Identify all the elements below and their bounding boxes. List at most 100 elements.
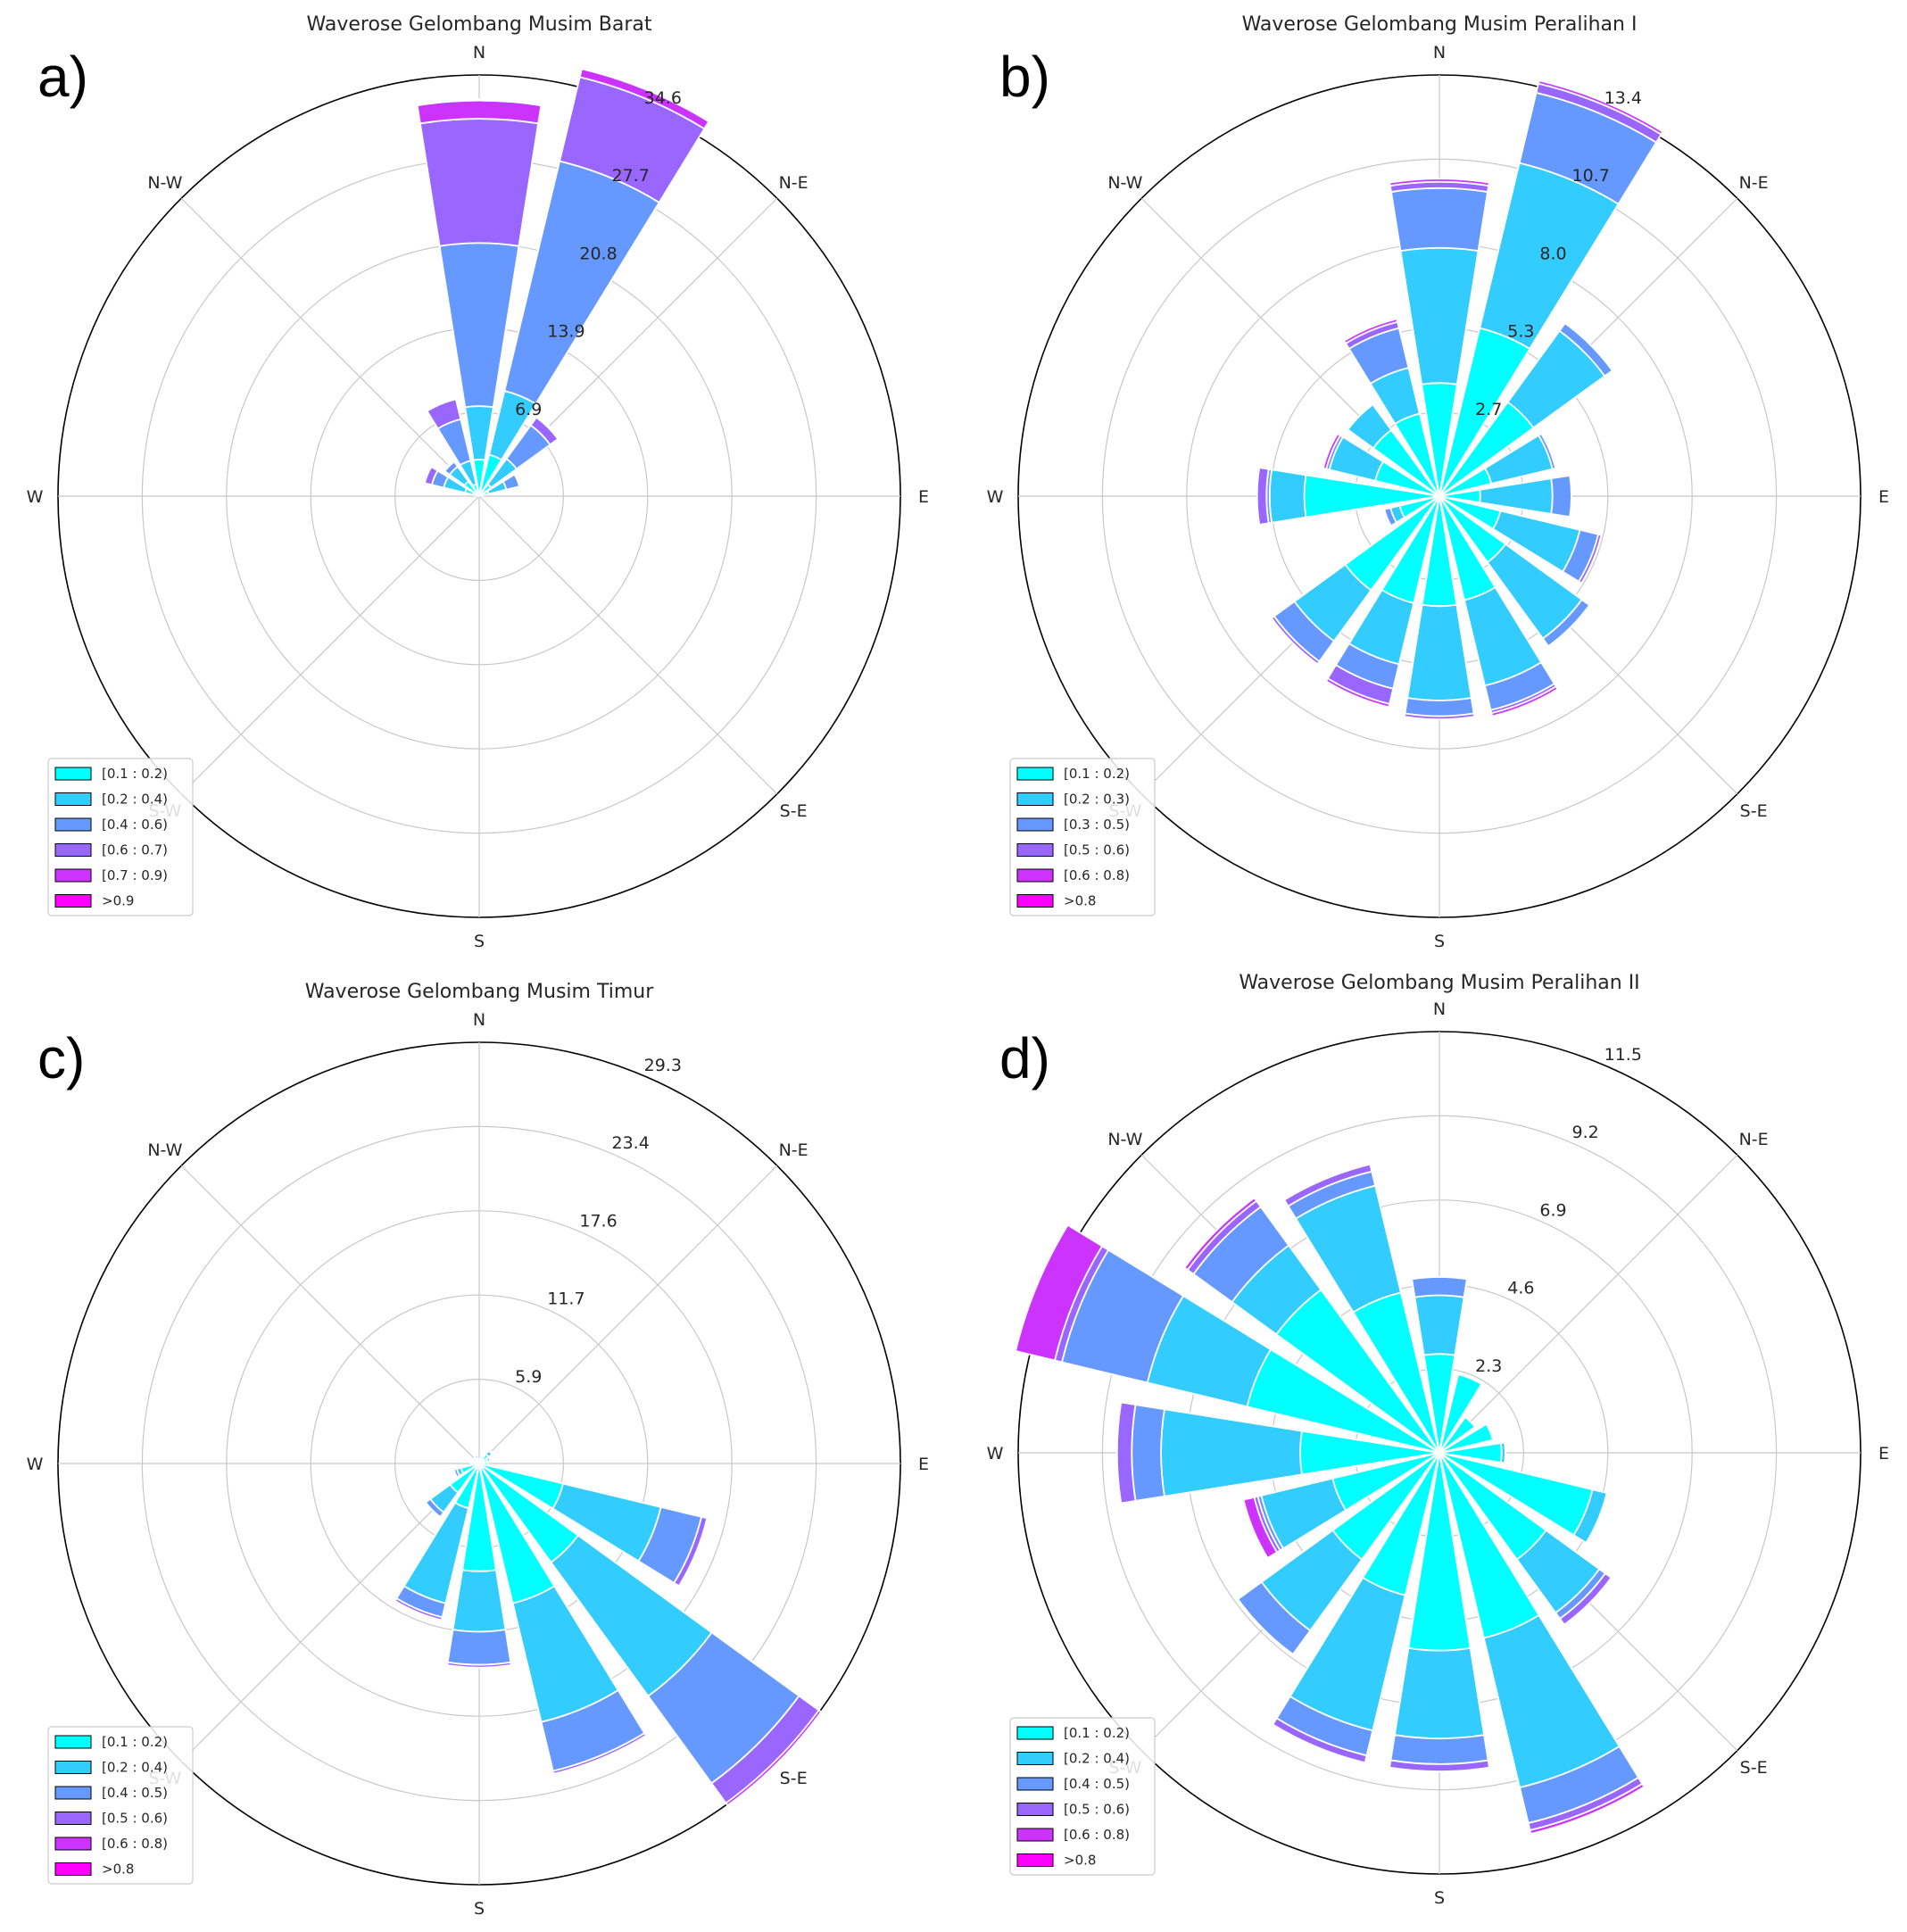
grid-spoke <box>1439 1154 1738 1454</box>
rose-bar-segment <box>425 396 457 412</box>
rose-bar-segment <box>1272 1717 1368 1764</box>
direction-label: E <box>1878 487 1889 507</box>
chart-title: Waverose Gelombang Musim Barat <box>307 13 652 36</box>
rose-bar-segment <box>1115 1401 1137 1505</box>
rose-bar-segment <box>725 1709 823 1807</box>
legend-swatch <box>1016 1726 1054 1740</box>
legend-entry: >0.8 <box>1064 893 1096 909</box>
direction-label: E <box>918 1455 929 1474</box>
direction-label: N-E <box>779 1140 808 1160</box>
legend-entry: [0.4 : 0.5) <box>102 1785 168 1801</box>
rose-bar-segment <box>1406 603 1472 701</box>
direction-label: N-E <box>779 173 808 193</box>
rose-bar-segment <box>1131 1404 1165 1502</box>
direction-label: S-E <box>1740 801 1768 821</box>
rose-bar-segment <box>535 415 560 441</box>
radial-tick-label: 29.3 <box>644 1056 682 1075</box>
rose-bar-segment <box>469 1461 474 1466</box>
legend-entry: [0.4 : 0.5) <box>1064 1776 1130 1792</box>
rose-bar-segment <box>1439 1422 1494 1454</box>
legend-swatch <box>54 868 92 883</box>
rose-bar-segment <box>446 1629 512 1666</box>
legend-entry: [0.5 : 0.6) <box>1064 1802 1130 1818</box>
radial-tick-label: 8.0 <box>1539 244 1566 263</box>
chart-title: Waverose Gelombang Musim Peralihan I <box>1242 13 1638 36</box>
rose-bar-segment <box>424 1497 445 1519</box>
radial-tick-label: 27.7 <box>612 166 650 186</box>
rose-bar-segment <box>487 1448 494 1455</box>
radial-tick-label: 11.7 <box>547 1289 585 1309</box>
legend-swatch <box>1016 1853 1054 1867</box>
legend-entry: [0.5 : 0.6) <box>1064 842 1130 858</box>
legend-swatch <box>54 1812 92 1825</box>
rose-bar-segment <box>1160 1408 1303 1497</box>
rose-bar-segment <box>1242 1496 1279 1560</box>
chart-title: Waverose Gelombang Musim Timur <box>305 981 654 1003</box>
direction-label: N <box>1433 999 1446 1019</box>
windrose-panel-d: d) Waverose Gelombang Musim Peralihan II 2… <box>987 972 1889 1908</box>
rose-bar-segment <box>1537 432 1557 470</box>
legend-swatch <box>1016 1828 1054 1842</box>
rose-bar-segment <box>1389 1759 1490 1772</box>
rose-bar-segment <box>472 1452 478 1457</box>
rose-bar-segment <box>1439 1373 1483 1454</box>
legend-entry: [0.3 : 0.5) <box>1064 817 1130 833</box>
direction-label: N <box>473 1010 485 1030</box>
legend-swatch <box>1016 843 1054 857</box>
windrose-panel-c: c) Waverose Gelombang Musim Timur 5.9 11.7 1… <box>27 981 929 1919</box>
legend-swatch <box>54 1735 92 1749</box>
rose-bar-segment <box>1347 403 1393 450</box>
direction-label: N-W <box>147 173 182 193</box>
rose-bar-segment <box>1343 318 1399 345</box>
rose-bar-segment <box>452 1467 461 1479</box>
legend-swatch <box>1016 868 1054 883</box>
direction-label: N-W <box>1107 1130 1142 1149</box>
radial-tick-label: 6.9 <box>515 400 542 419</box>
legend-entry: [0.1 : 0.2) <box>1064 1725 1130 1741</box>
windrose-panel-a: a) Waverose Gelombang Musim Barat 6.9 13.9 2… <box>27 13 929 951</box>
rose-bar-segment <box>1572 1488 1608 1545</box>
legend-swatch <box>1016 1752 1054 1765</box>
rose-bar-segment <box>580 66 711 123</box>
legend: [0.1 : 0.2) [0.2 : 0.4) [0.4 : 0.5) [0.5 : … <box>47 1726 194 1885</box>
rose-bar-segment <box>673 1515 709 1588</box>
legend-entry: [0.7 : 0.9) <box>102 867 168 883</box>
radial-tick-label: 13.9 <box>547 322 585 342</box>
legend-entry: [0.2 : 0.4) <box>102 1760 168 1776</box>
direction-label: N-E <box>1739 1130 1769 1149</box>
rose-bar-segment <box>1236 1580 1312 1656</box>
radial-tick-label: 13.4 <box>1604 88 1642 108</box>
chart-title: Waverose Gelombang Musim Peralihan II <box>1239 972 1639 994</box>
legend-entry: [0.2 : 0.4) <box>1064 1751 1130 1767</box>
rose-bar-segment <box>1389 1734 1489 1765</box>
grid-spoke <box>478 495 778 795</box>
radial-tick-label: 2.3 <box>1475 1356 1502 1376</box>
direction-label: W <box>27 487 44 507</box>
direction-label: N-W <box>147 1140 182 1160</box>
legend-entry: [0.1 : 0.2) <box>102 1734 168 1750</box>
legend-swatch <box>54 894 92 908</box>
panel-letter: b) <box>999 45 1050 109</box>
rose-bar-segment <box>1558 321 1614 377</box>
direction-label: W <box>987 1444 1004 1464</box>
direction-label: S-E <box>780 801 808 821</box>
legend-swatch <box>1016 894 1054 908</box>
radial-tick-label: 17.6 <box>579 1211 617 1231</box>
legend-swatch <box>54 1862 92 1876</box>
rose-bar-segment <box>1324 676 1391 709</box>
rose-bar-segment <box>1014 1223 1104 1362</box>
rose-bar-segment <box>551 1731 648 1775</box>
grid-spoke <box>180 1463 480 1762</box>
rose-bar-segment <box>394 1596 444 1621</box>
rose-bar-segment <box>485 1456 492 1463</box>
direction-label: E <box>918 487 929 507</box>
panel-letter: c) <box>37 1026 85 1090</box>
rose-bar-segment <box>1270 615 1321 666</box>
rose-bar-segment <box>1256 467 1270 526</box>
rose-bar-segment <box>1537 79 1664 136</box>
legend-swatch <box>1016 1777 1054 1791</box>
direction-label: N <box>1433 43 1446 62</box>
direction-label: N-W <box>1107 173 1142 193</box>
windrose-panel-b: b) Waverose Gelombang Musim Peralihan I 2.… <box>987 13 1889 951</box>
